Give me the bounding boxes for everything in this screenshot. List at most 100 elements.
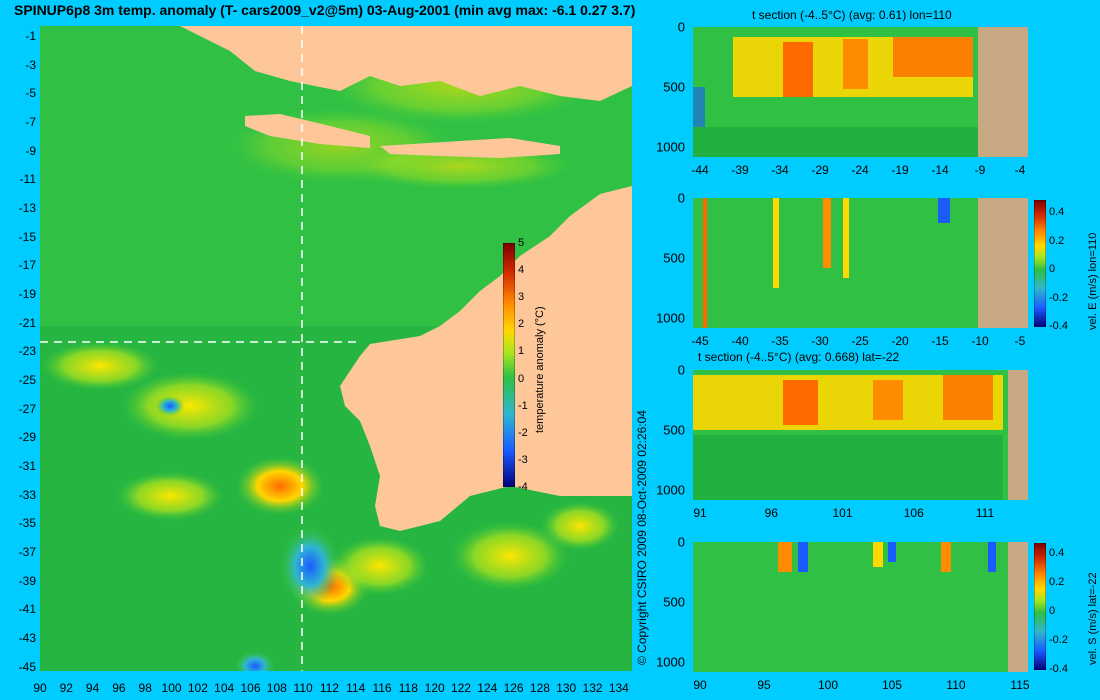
- tick-label: 134: [608, 681, 629, 695]
- tick-label: 0.2: [1049, 576, 1065, 588]
- tick-label: 92: [59, 681, 73, 695]
- tick-label: 500: [663, 422, 685, 438]
- tick-label: 0.2: [1049, 234, 1065, 247]
- tick-label: 100: [817, 678, 839, 692]
- tick-label: 116: [372, 681, 392, 695]
- tick-label: -23: [18, 344, 36, 359]
- tick-label: -34: [771, 163, 789, 177]
- tick-label: 94: [85, 681, 100, 695]
- tick-label: -0.2: [1049, 634, 1068, 646]
- tick-label: -29: [18, 430, 36, 445]
- tick-label: -33: [18, 487, 36, 502]
- tick-label: 110: [293, 681, 313, 695]
- tick-label: -21: [18, 315, 36, 330]
- tick-label: 91: [693, 506, 707, 520]
- tick-label: 105: [881, 678, 903, 692]
- tick-label: -24: [851, 163, 869, 177]
- panel2-colorbar-label: vel. E (m/s) lon=110: [1087, 232, 1099, 330]
- tick-label: 118: [398, 681, 418, 695]
- tick-label: -17: [18, 258, 36, 273]
- tick-label: 0: [677, 190, 685, 206]
- tick-label: 96: [112, 681, 126, 695]
- tick-label: -25: [18, 373, 36, 387]
- panel1-title: t section (-4..5°C) (avg: 0.61) lon=110: [752, 8, 952, 22]
- tick-label: 120: [424, 681, 445, 695]
- land: [180, 26, 632, 531]
- tick-label: -14: [931, 163, 949, 177]
- tick-label: 0: [518, 372, 525, 385]
- tick-label: -30: [811, 334, 829, 348]
- panel4-colorbar-label: vel. S (m/s) lat=-22: [1087, 572, 1099, 665]
- tick-label: 132: [582, 681, 603, 695]
- tick-label: -9: [25, 143, 36, 158]
- tick-label: -45: [691, 334, 709, 348]
- tick-label: 1000: [656, 482, 685, 498]
- tick-label: -40: [731, 334, 749, 348]
- tick-label: -20: [891, 334, 909, 348]
- tick-label: 96: [764, 506, 778, 520]
- copyright-notice: © Copyright CSIRO 2009 08-Oct-2009 02:26…: [635, 410, 649, 665]
- tick-label: 130: [556, 681, 577, 695]
- tick-label: 126: [503, 681, 524, 695]
- tick-label: 106: [903, 506, 924, 520]
- tick-label: -4: [518, 481, 528, 493]
- tick-label: -13: [18, 201, 36, 215]
- tick-label: -19: [891, 163, 909, 177]
- tick-label: 0.4: [1049, 206, 1065, 218]
- tick-label: 106: [240, 681, 261, 695]
- tick-label: -25: [851, 334, 869, 348]
- tick-label: 90: [33, 681, 47, 695]
- tick-label: -39: [731, 163, 749, 177]
- panel2-colorbar: [1034, 200, 1046, 327]
- tick-label: 114: [346, 681, 366, 695]
- panel1-plot: [693, 27, 1028, 157]
- tick-label: -7: [25, 115, 36, 129]
- tick-label: -29: [811, 163, 829, 177]
- tick-label: -44: [691, 163, 709, 177]
- tick-label: 5: [518, 237, 525, 249]
- tick-label: -0.4: [1049, 663, 1068, 675]
- tick-label: 1000: [656, 654, 685, 670]
- tick-label: 98: [138, 681, 152, 695]
- tick-label: 112: [319, 681, 339, 695]
- tick-label: 500: [663, 250, 685, 266]
- tick-label: -39: [18, 573, 36, 588]
- tick-label: 101: [832, 506, 853, 520]
- tick-label: 500: [663, 594, 685, 610]
- tick-label: 1000: [656, 139, 685, 155]
- panel2-plot: [693, 198, 1028, 328]
- tick-label: -1: [25, 29, 36, 43]
- tick-label: -15: [931, 334, 949, 348]
- tick-label: 108: [266, 681, 287, 695]
- tick-label: -45: [18, 659, 36, 674]
- tick-label: -0.4: [1049, 320, 1068, 332]
- tick-label: 110: [946, 678, 966, 692]
- tick-label: -35: [18, 516, 36, 531]
- tick-label: -19: [18, 287, 36, 301]
- tick-label: 0: [677, 534, 685, 550]
- tick-label: 115: [1010, 678, 1030, 692]
- tick-label: -10: [971, 334, 989, 348]
- tick-label: 4: [518, 264, 525, 277]
- tick-label: -35: [771, 334, 789, 348]
- map-colorbar: [503, 243, 515, 487]
- tick-label: 2: [518, 318, 525, 331]
- tick-label: -5: [25, 86, 36, 101]
- tick-label: 0.4: [1049, 547, 1065, 559]
- tick-label: 1: [518, 345, 525, 358]
- temperature-anomaly-map: [40, 26, 632, 671]
- tick-label: -41: [18, 602, 36, 617]
- tick-label: 104: [214, 681, 235, 695]
- tick-label: -43: [18, 631, 36, 645]
- tick-label: -3: [518, 453, 528, 466]
- tick-label: -4: [1014, 163, 1026, 177]
- tick-label: -5: [1014, 334, 1026, 348]
- tick-label: -2: [518, 426, 528, 439]
- tick-label: 0: [1049, 263, 1056, 275]
- tick-label: -1: [518, 399, 528, 412]
- panel4-plot: [693, 542, 1028, 672]
- tick-label: 124: [477, 681, 498, 695]
- panel3-plot: [693, 370, 1028, 500]
- tick-label: 128: [529, 681, 550, 695]
- tick-label: -9: [974, 163, 986, 177]
